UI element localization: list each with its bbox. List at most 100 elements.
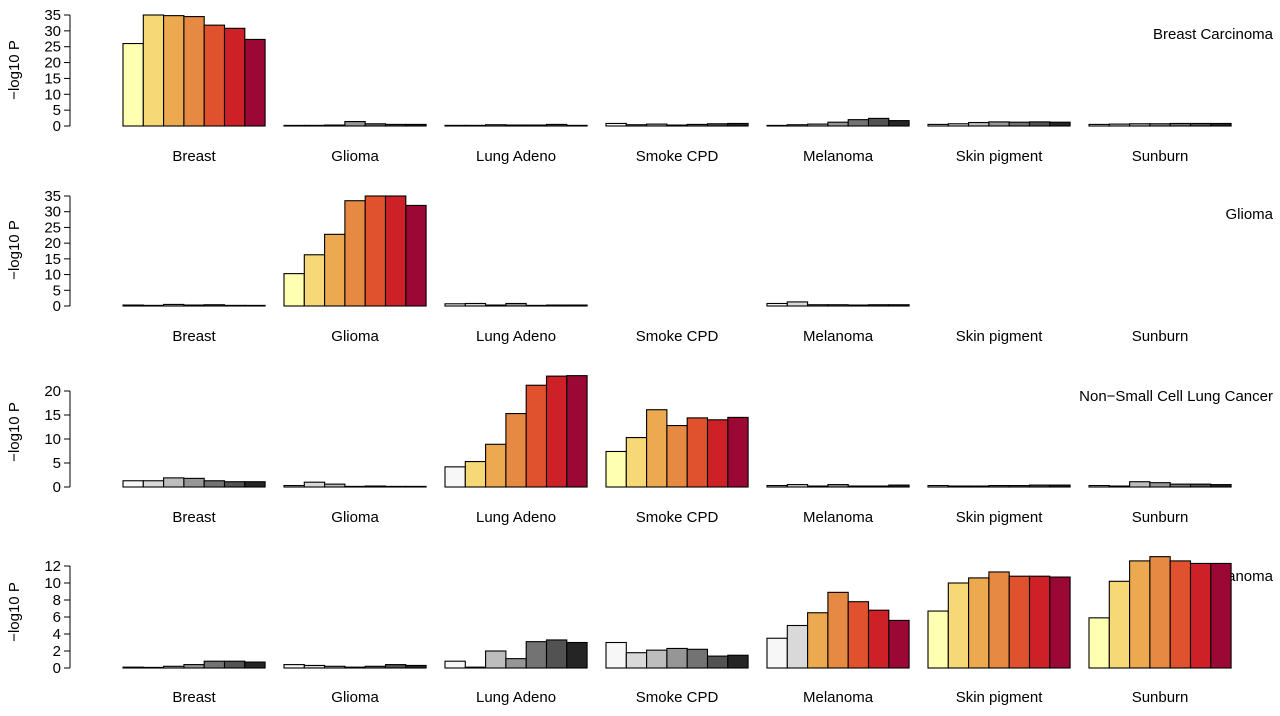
panel-4-bar-melanoma-1	[766, 637, 788, 669]
panel-4-category-label: Melanoma	[803, 689, 874, 706]
panel-2-y-tick-label: 10	[44, 267, 61, 284]
panel-1-bar-skin-pigment-4	[988, 121, 1010, 127]
panel-3-category-label: Glioma	[331, 509, 379, 526]
panel-1-bar-glioma-3	[324, 124, 346, 127]
panel-4-bar-lung-adeno-1	[444, 660, 466, 669]
panel-1-category-label: Skin pigment	[956, 148, 1044, 165]
panel-2-bar-glioma-5	[364, 195, 387, 307]
panel-1-bar-lung-adeno-6	[545, 123, 568, 127]
panel-2-bar-lung-adeno-5	[525, 304, 548, 307]
panel-3-bar-melanoma-4	[827, 484, 849, 488]
panel-3-bar-lung-adeno-3	[485, 443, 507, 488]
panel-3-bar-skin-pigment-4	[988, 485, 1010, 488]
panel-1-category-label: Glioma	[331, 148, 379, 165]
panel-4-bar-glioma-2	[303, 664, 326, 669]
panel-3-bar-breast-4	[183, 477, 205, 488]
panel-1-bar-glioma-5	[364, 123, 387, 127]
panel-2-category-label: Glioma	[331, 328, 379, 345]
panel-2-bar-breast-4	[183, 304, 205, 307]
panel-3-bar-sunburn-7	[1210, 484, 1232, 488]
panel-1-bar-skin-pigment-1	[927, 123, 949, 127]
panel-1-y-axis-label: −log10 P	[6, 40, 23, 100]
panel-1-bar-sunburn-1	[1088, 123, 1110, 127]
panel-1-bar-melanoma-1	[766, 124, 788, 127]
panel-1-bar-glioma-2	[303, 124, 326, 127]
panel-4-bar-glioma-5	[364, 665, 387, 669]
panel-2-y-tick-label: 0	[53, 298, 61, 315]
panel-2-title: Glioma	[1225, 206, 1273, 223]
panel-4-bar-sunburn-4	[1149, 556, 1171, 669]
panel-1-bar-lung-adeno-1	[444, 124, 466, 127]
panel-2-y-tick-label: 25	[44, 219, 61, 236]
panel-1-category-label: Breast	[172, 148, 216, 165]
panel-4-bar-sunburn-6	[1189, 562, 1212, 669]
panel-3-bar-skin-pigment-1	[927, 485, 949, 488]
panel-1-y-tick-label: 30	[44, 23, 61, 40]
panel-3-bar-sunburn-5	[1169, 483, 1192, 488]
panel-2-y-tick-label: 15	[44, 251, 61, 268]
panel-3-bar-breast-6	[223, 481, 246, 488]
panel-4-bar-glioma-1	[283, 664, 305, 669]
panel-3-bar-lung-adeno-5	[525, 384, 548, 488]
panel-3-bar-smoke-cpd-6	[706, 419, 729, 488]
panel-2-bar-melanoma-2	[786, 301, 809, 307]
panel-3-bar-smoke-cpd-3	[646, 409, 668, 488]
panel-2-bar-melanoma-6	[867, 304, 890, 307]
panel-3-y-axis-label: −log10 P	[6, 402, 23, 462]
panel-4-y-tick-label: 4	[53, 626, 61, 643]
panel-4-bar-smoke-cpd-1	[605, 641, 627, 669]
panel-1-category-label: Lung Adeno	[476, 148, 556, 165]
panel-1-bar-skin-pigment-6	[1028, 121, 1051, 127]
panel-4-bar-sunburn-3	[1129, 560, 1151, 669]
panel-4-y-tick-label: 0	[53, 660, 61, 677]
panel-2-bar-lung-adeno-6	[545, 304, 568, 307]
panel-2-bar-lung-adeno-7	[566, 304, 588, 307]
panel-3-bar-melanoma-2	[786, 484, 809, 488]
panel-3-category-label: Sunburn	[1132, 509, 1189, 526]
panel-1-bar-lung-adeno-5	[525, 124, 548, 127]
panel-4-bar-smoke-cpd-7	[727, 654, 749, 669]
panel-4-bar-skin-pigment-2	[947, 582, 970, 669]
panel-3-bar-lung-adeno-1	[444, 466, 466, 488]
panel-4-y-tick-label: 6	[53, 609, 61, 626]
panel-4-bar-skin-pigment-5	[1008, 575, 1031, 669]
panel-4-bar-melanoma-2	[786, 624, 809, 669]
panel-4-bar-skin-pigment-4	[988, 571, 1010, 669]
panel-4-bar-breast-5	[203, 660, 226, 669]
panel-1-bar-lung-adeno-7	[566, 124, 588, 127]
panel-1-bar-sunburn-2	[1108, 123, 1131, 127]
panel-1-bar-melanoma-7	[888, 120, 910, 127]
panel-3-bar-melanoma-1	[766, 485, 788, 488]
panel-1-bar-melanoma-4	[827, 121, 849, 127]
panel-2-bar-breast-5	[203, 304, 226, 307]
panel-3-bar-sunburn-1	[1088, 485, 1110, 488]
panel-3-bar-breast-2	[142, 480, 165, 488]
panel-2-category-label: Sunburn	[1132, 328, 1189, 345]
panel-3-bar-melanoma-5	[847, 485, 870, 488]
panel-3-bar-smoke-cpd-5	[686, 417, 709, 488]
panel-4-bar-skin-pigment-1	[927, 610, 949, 669]
panel-1-bar-glioma-4	[344, 121, 366, 127]
panel-3-bar-glioma-5	[364, 485, 387, 488]
panel-2-y-tick-label: 5	[53, 282, 61, 299]
panel-4-category-label: Breast	[172, 689, 216, 706]
panel-4-y-tick-label: 2	[53, 643, 61, 660]
panel-3-category-label: Breast	[172, 509, 216, 526]
panel-2-bar-breast-7	[244, 304, 266, 307]
panel-4-bar-smoke-cpd-5	[686, 648, 709, 669]
panel-2-bar-melanoma-5	[847, 304, 870, 307]
panel-2-bar-lung-adeno-3	[485, 304, 507, 307]
panel-2-bar-melanoma-4	[827, 304, 849, 307]
panel-3-bar-glioma-2	[303, 481, 326, 488]
panel-4-bar-breast-4	[183, 664, 205, 669]
panel-1-bar-melanoma-6	[867, 117, 890, 127]
panel-4-bar-breast-7	[244, 661, 266, 669]
panel-4-bar-sunburn-2	[1108, 580, 1131, 669]
panel-3-bar-lung-adeno-7	[566, 375, 588, 488]
panel-4-bar-smoke-cpd-3	[646, 649, 668, 669]
panel-4-y-tick-label: 10	[44, 575, 61, 592]
panel-1-bar-glioma-1	[283, 124, 305, 127]
panel-4-bar-glioma-6	[384, 664, 407, 669]
